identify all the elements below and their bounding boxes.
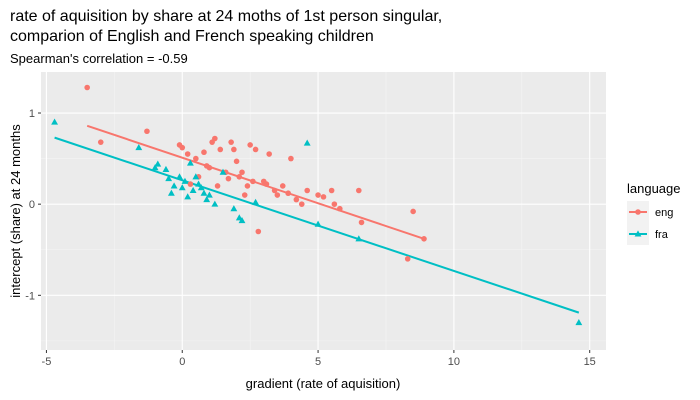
point-fra [230, 205, 238, 212]
point-eng [239, 169, 245, 176]
point-eng [206, 164, 213, 171]
point-fra [51, 118, 59, 125]
point-eng [179, 144, 186, 151]
point-eng [263, 181, 270, 187]
point-fra [165, 175, 173, 182]
y-tick-label: 1 [29, 108, 35, 120]
point-fra [303, 139, 311, 146]
point-eng [328, 187, 335, 194]
point-fra [192, 173, 200, 180]
point-eng [231, 146, 237, 153]
point-eng [336, 205, 343, 212]
point-fra [211, 200, 219, 207]
legend-label-fra: fra [655, 229, 669, 241]
y-axis-ticks: -1 0 1 [25, 108, 41, 302]
point-fra [184, 193, 192, 200]
point-eng [236, 174, 243, 180]
point-fra [575, 319, 583, 326]
point-fra [186, 159, 194, 166]
point-eng [266, 151, 272, 157]
point-eng [214, 183, 221, 189]
legend-label-eng: eng [655, 207, 673, 219]
point-eng [250, 178, 256, 185]
point-eng [279, 183, 286, 189]
point-fra [178, 184, 186, 191]
point-fra [181, 177, 189, 184]
point-fra [355, 235, 363, 242]
y-tick-label: 0 [29, 199, 35, 211]
point-fra [252, 198, 260, 205]
x-tick-label: 15 [584, 356, 596, 368]
legend: language eng fra [627, 181, 681, 245]
point-fra [203, 196, 211, 203]
legend-title: language [627, 181, 681, 196]
point-eng [187, 181, 194, 187]
point-eng [247, 142, 253, 148]
point-eng [212, 135, 218, 142]
y-tick-label: -1 [25, 290, 35, 302]
point-eng [320, 194, 327, 200]
point-eng [184, 151, 191, 157]
point-eng [421, 236, 427, 242]
fit-line-eng [86, 124, 425, 240]
point-eng [201, 149, 207, 156]
x-axis-label: gradient (rate of aquisition) [246, 376, 401, 391]
point-eng [228, 139, 234, 145]
x-tick-label: -5 [42, 356, 52, 368]
point-fra [151, 164, 159, 171]
point-eng [356, 187, 362, 194]
point-fra [135, 144, 143, 151]
point-eng [84, 84, 90, 91]
point-fra [238, 216, 246, 224]
point-fra [167, 189, 175, 196]
point-fra [176, 173, 183, 180]
data-points [51, 84, 583, 326]
point-eng [315, 192, 321, 198]
y-axis-label: intercept (share) at 24 months [8, 124, 23, 298]
point-fra [314, 220, 322, 227]
point-eng [217, 146, 224, 153]
point-eng [298, 201, 305, 207]
chart-subtitle: Spearman's correlation = -0.59 [10, 51, 188, 66]
point-eng [271, 187, 278, 194]
point-eng [404, 256, 411, 262]
point-eng [293, 196, 300, 203]
x-axis-ticks: -5 0 5 10 15 [42, 350, 596, 368]
plot-panel [41, 72, 606, 350]
x-tick-label: 0 [179, 356, 185, 368]
point-eng [244, 183, 251, 189]
point-eng [304, 187, 311, 194]
point-eng [233, 158, 240, 165]
x-tick-label: 10 [448, 356, 460, 368]
legend-symbol-eng [635, 209, 641, 215]
point-eng [193, 155, 199, 162]
point-fra [195, 180, 202, 187]
point-eng [225, 175, 232, 182]
point-eng [255, 228, 262, 235]
chart-title-line-1: rate of aquisition by share at 24 moths … [10, 8, 442, 25]
point-eng [288, 155, 294, 162]
point-eng [144, 128, 150, 135]
point-fra [154, 160, 162, 167]
point-fra [200, 189, 208, 196]
point-eng [410, 208, 416, 215]
point-fra [205, 191, 213, 198]
point-eng [241, 192, 248, 198]
point-eng [331, 201, 338, 207]
point-fra [219, 168, 227, 175]
point-fra [162, 165, 170, 173]
chart-title-line-2: comparion of English and French speaking… [10, 28, 374, 45]
point-eng [97, 139, 104, 145]
point-eng [274, 192, 281, 198]
point-eng [252, 146, 259, 153]
point-eng [358, 219, 365, 226]
x-tick-label: 5 [315, 356, 321, 368]
point-eng [285, 190, 291, 197]
legend-entries: eng fra [627, 201, 673, 245]
point-fra [170, 182, 178, 189]
point-fra [197, 184, 205, 191]
point-fra [189, 186, 197, 194]
legend-symbol-fra [634, 230, 642, 237]
